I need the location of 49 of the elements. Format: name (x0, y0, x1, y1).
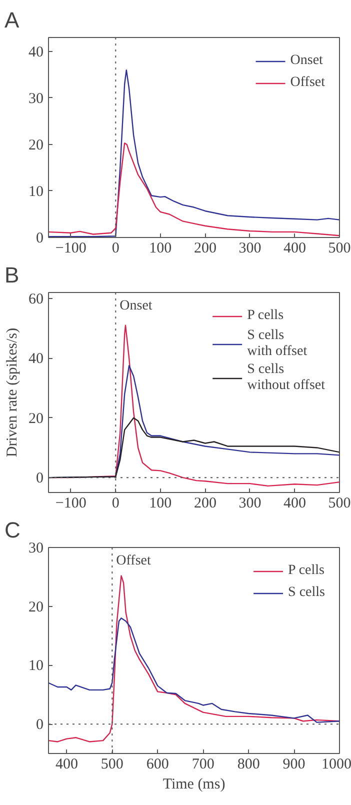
legend-label: P cells (288, 563, 324, 579)
x-tick-label: 0 (112, 496, 120, 512)
x-tick-label: 1000 (322, 756, 351, 772)
x-tick-label: 400 (283, 496, 306, 512)
y-axis-title: Driven rate (spikes/s) (4, 328, 20, 458)
y-tick-label: 0 (36, 230, 44, 246)
y-tick-label: 30 (28, 540, 44, 556)
y-tick-label: 30 (28, 90, 44, 107)
legend-label: Offset (290, 75, 325, 91)
x-tick-label: 500 (100, 756, 124, 772)
legend-label: S cells (288, 585, 325, 601)
y-tick-label: 20 (28, 410, 44, 427)
y-tick-label: 60 (28, 291, 44, 308)
x-tick-label: 600 (146, 756, 169, 772)
x-tick-label: 200 (194, 496, 216, 512)
chart-title: A (4, 8, 20, 32)
x-axis-title: Time (ms) (162, 776, 226, 792)
x-tick-label: 900 (282, 756, 306, 772)
line-series (48, 618, 340, 723)
y-tick-label: 10 (28, 184, 44, 200)
x-tick-label: 500 (328, 240, 351, 256)
y-tick-label: 10 (28, 658, 44, 674)
x-tick-label: 500 (328, 496, 351, 512)
y-tick-label: 40 (28, 44, 44, 60)
y-tick-label: 0 (36, 717, 44, 734)
y-tick-label: 20 (28, 599, 44, 616)
chart-title: B (4, 262, 20, 288)
x-tick-label: 0 (112, 240, 120, 256)
ref-line-label: Onset (120, 298, 152, 314)
x-tick-label: 300 (238, 496, 262, 512)
x-tick-label: −100 (55, 496, 86, 512)
legend-label: S cells without offset (247, 362, 325, 394)
y-tick-label: 0 (36, 470, 44, 487)
legend-label: Onset (290, 53, 323, 69)
x-tick-label: 400 (283, 240, 306, 256)
chart-title: C (4, 518, 20, 542)
x-tick-label: 100 (149, 240, 172, 256)
y-tick-label: 40 (28, 351, 44, 368)
x-tick-label: −100 (55, 240, 86, 256)
y-tick-label: 20 (28, 137, 44, 154)
x-tick-label: 700 (192, 756, 214, 772)
legend-label: P cells (247, 308, 284, 324)
ref-line-label: Offset (116, 554, 151, 568)
x-tick-label: 800 (237, 756, 260, 772)
x-tick-label: 400 (55, 756, 78, 772)
x-tick-label: 300 (238, 240, 262, 256)
x-tick-label: 100 (149, 496, 172, 512)
legend-label: S cells with offset (247, 328, 308, 360)
x-tick-label: 200 (194, 240, 216, 256)
